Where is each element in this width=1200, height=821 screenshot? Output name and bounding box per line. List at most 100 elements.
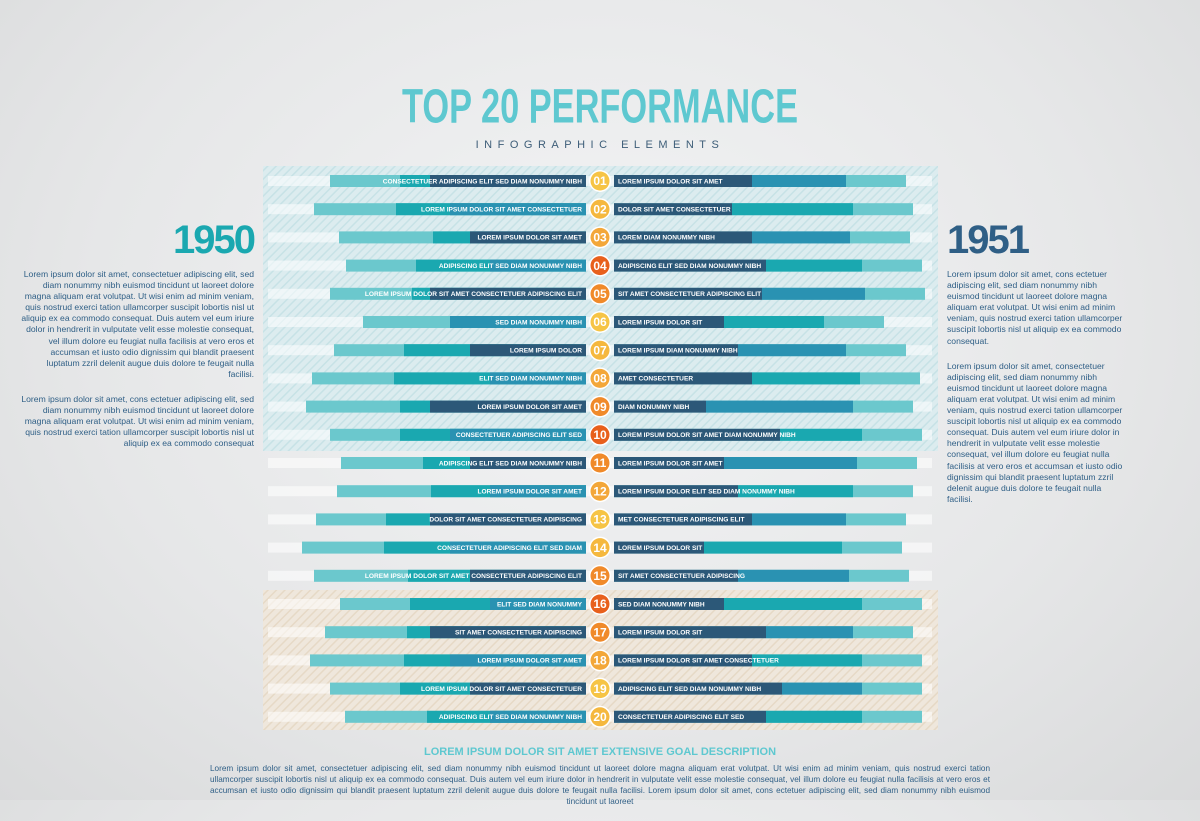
row-number: 12 xyxy=(593,484,607,498)
badge xyxy=(590,425,610,445)
year: 1951 xyxy=(947,218,1030,262)
row-right-label: SIT AMET CONSECTETUER ADIPISCING ELIT xyxy=(618,291,761,298)
bar-right-segment xyxy=(614,598,724,610)
bar-left-segment xyxy=(450,428,586,441)
infographic: TOP 20 PERFORMANCE INFOGRAPHIC ELEMENTS … xyxy=(263,81,938,730)
row-left-label: ADIPISCING ELIT SED DIAM NONUMMY NIBH xyxy=(439,263,582,270)
badge xyxy=(590,622,610,642)
bar-left-segment xyxy=(490,372,586,385)
row-right-label: LOREM IPSUM DOLOR SIT AMET xyxy=(618,178,723,185)
bar-right-segment xyxy=(614,485,738,498)
bar-left-segment xyxy=(470,682,586,695)
row-number: 16 xyxy=(593,597,607,611)
bar-right-segment xyxy=(732,203,853,216)
bar-left-segment xyxy=(490,485,586,498)
bar-left-segment xyxy=(450,203,586,216)
bar-right-segment xyxy=(614,175,752,187)
row-number: 02 xyxy=(593,202,607,216)
bar-right-segment xyxy=(752,372,860,385)
bar-left-segment xyxy=(490,598,586,610)
bar-right-segment xyxy=(614,344,738,357)
bar-left-segment xyxy=(470,457,586,469)
row-right-label: LOREM IPSUM DOLOR SIT AMET CONSECTETUER xyxy=(618,658,779,665)
row-left-label: LOREM IPSUM DOLOR SIT AMET xyxy=(477,235,582,242)
badge xyxy=(590,594,610,614)
bar-right-segment xyxy=(762,287,865,300)
bar-right-segment xyxy=(614,457,724,469)
badge xyxy=(590,368,610,388)
bar-right-segment xyxy=(738,485,853,498)
row-left-label: ELIT SED DIAM NONUMMY NIBH xyxy=(479,376,582,383)
row-right-label: LOREM DIAM NONUMMY NIBH xyxy=(618,235,715,242)
row-right-label: LOREM IPSUM DIAM NONUMMY NIBH xyxy=(618,347,738,354)
row-number: 08 xyxy=(593,372,607,386)
badge xyxy=(590,171,610,191)
row-number: 18 xyxy=(593,654,607,668)
bar-right-segment xyxy=(738,569,849,582)
row-number: 04 xyxy=(593,259,607,273)
bar-right-segment xyxy=(724,457,857,469)
badge xyxy=(590,453,610,473)
row-right-label: AMET CONSECTETUER xyxy=(618,376,693,383)
badge xyxy=(590,397,610,417)
bar-right-segment xyxy=(614,287,762,300)
bar-right-segment xyxy=(738,344,846,357)
bar-right-segment xyxy=(782,682,862,695)
row-left-label: LOREM IPSUM DOLOR SIT AMET xyxy=(477,488,582,495)
year: 1950 xyxy=(173,218,256,262)
bar-right-segment xyxy=(766,626,853,639)
row-left-label: ADIPISCING ELIT SED DIAM NONUMMY NIBH xyxy=(439,460,582,467)
row-number: 09 xyxy=(593,400,607,414)
row-right-label: ADIPISCING ELIT SED DIAM NONUMMY NIBH xyxy=(618,686,761,693)
bar-left-segment xyxy=(490,259,586,272)
row-left-label: LOREM IPSUM DOLOR SIT AMET xyxy=(477,404,582,411)
row-number: 20 xyxy=(593,710,607,724)
row-right-label: DOLOR SIT AMET CONSECTETUER xyxy=(618,206,731,213)
bar-right-segment xyxy=(614,316,724,328)
row-number: 14 xyxy=(593,541,607,555)
badge xyxy=(590,227,610,247)
bar-right-segment xyxy=(614,259,766,272)
row-right-label: SIT AMET CONSECTETUER ADIPISCING xyxy=(618,573,745,580)
bar-right-segment xyxy=(752,513,846,526)
bar-right-segment xyxy=(614,541,704,554)
row-left-label: CONSECTETUER ADIPISCING ELIT SED DIAM xyxy=(437,545,582,552)
row-number: 11 xyxy=(594,456,607,470)
bar-left-segment xyxy=(430,287,586,300)
row-left-label: CONSECTETUER ADIPISCING ELIT SED DIAM NO… xyxy=(383,178,583,185)
badge xyxy=(590,679,610,699)
row-number: 06 xyxy=(593,315,607,329)
row-left-label: SIT AMET CONSECTETUER ADIPISCING xyxy=(455,629,582,636)
bar-right-segment xyxy=(724,598,862,610)
paragraph: Lorem ipsum dolor sit amet, consectetuer… xyxy=(21,269,254,379)
row-number: 03 xyxy=(593,231,607,245)
bar-right-segment xyxy=(614,710,766,723)
bar-left-segment xyxy=(470,231,586,244)
row-left-label: LOREM IPSUM DOLOR SIT AMET CONSECTETUER xyxy=(421,206,582,213)
bar-left-segment xyxy=(470,344,586,357)
row-left-label: SED DIAM NONUMMY NIBH xyxy=(495,319,582,326)
bar-left-segment xyxy=(430,513,586,526)
row-left-label: DOLOR SIT AMET CONSECTETUER ADIPISCING xyxy=(429,517,582,524)
row-number: 01 xyxy=(593,174,607,188)
row-number: 07 xyxy=(593,343,607,357)
bar-right-segment xyxy=(704,541,842,554)
row-number: 13 xyxy=(593,513,607,527)
row-left-label: LOREM IPSUM DOLOR SIT AMET CONSECTETUER xyxy=(421,686,582,693)
bar-left-segment xyxy=(450,316,586,328)
row-right-label: ADIPISCING ELIT SED DIAM NONUMMY NIBH xyxy=(618,263,761,270)
subtitle: INFOGRAPHIC ELEMENTS xyxy=(476,139,725,151)
row-right-label: LOREM IPSUM DOLOR SIT xyxy=(618,545,702,552)
bar-right-segment xyxy=(614,400,706,413)
paragraph: Lorem ipsum dolor sit amet, consectetuer… xyxy=(947,360,1123,504)
badge xyxy=(590,312,610,332)
bar-right-segment xyxy=(752,654,862,667)
bar-right-segment xyxy=(614,682,782,695)
row-number: 10 xyxy=(593,428,607,442)
bar-left-segment xyxy=(430,626,586,639)
badge xyxy=(590,509,610,529)
bar-right-segment xyxy=(766,259,862,272)
row-left-label: LOREM IPSUM DOLOR SIT AMET CONSECTETUER … xyxy=(365,291,582,298)
bar-right-segment xyxy=(614,654,752,667)
